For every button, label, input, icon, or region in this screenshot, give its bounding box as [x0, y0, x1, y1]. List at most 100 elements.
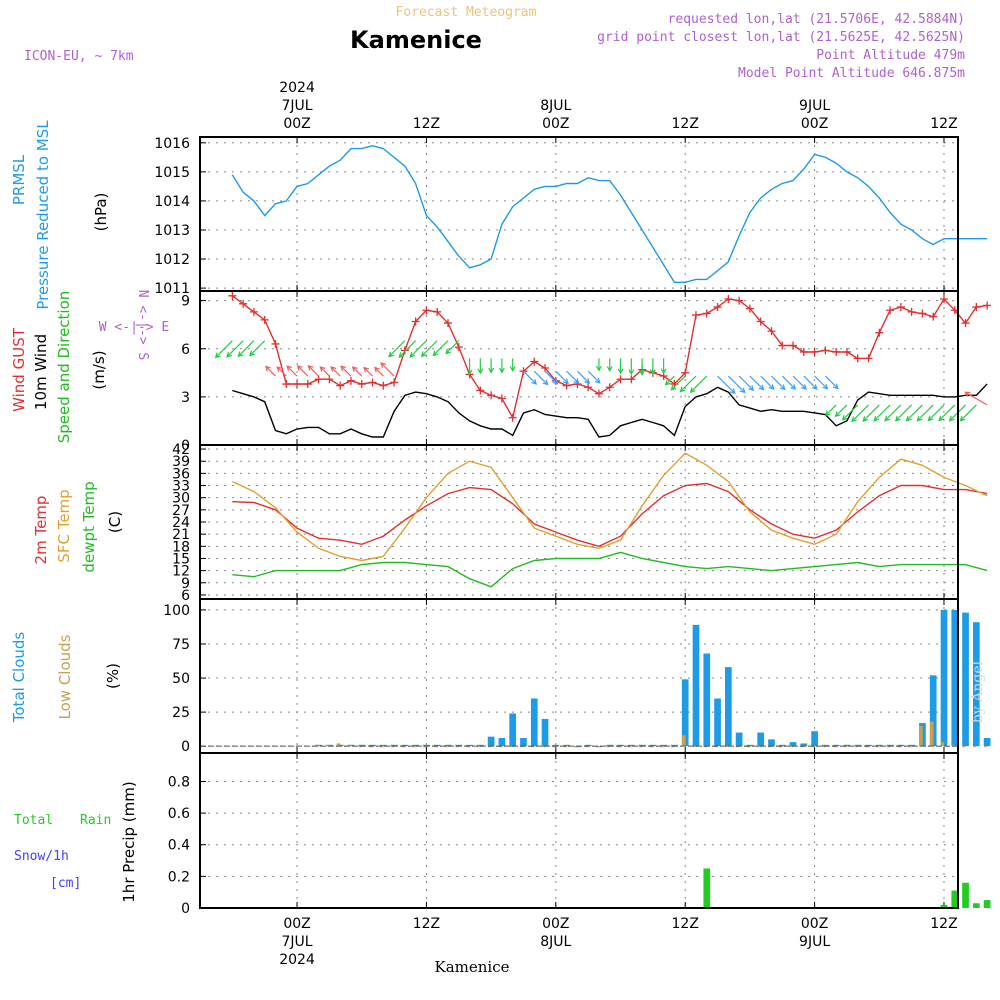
bar-total-clouds: [412, 744, 419, 747]
gust-point: [390, 378, 399, 387]
bar-total-clouds: [714, 698, 721, 747]
top-time-label: 2024: [279, 80, 315, 96]
bar-total-clouds: [487, 736, 495, 747]
y-tick-label: 30: [172, 491, 190, 507]
wind-arrow: [916, 404, 934, 422]
bar-low-clouds: [541, 746, 546, 748]
wind-arrow: [792, 375, 807, 390]
gust-point: [519, 367, 528, 376]
point-altitude: Point Altitude 479m: [816, 48, 965, 63]
gust-point: [314, 375, 323, 384]
y-tick-label: 1016: [154, 136, 190, 152]
y-tick-label: 33: [172, 479, 190, 495]
wind-arrow: [523, 370, 538, 385]
wind-arrow: [566, 370, 580, 384]
gust-point: [443, 319, 452, 328]
y-tick-label: 39: [172, 454, 190, 470]
gust-point: [918, 309, 927, 318]
bar-total-clouds: [476, 744, 484, 747]
gust-point: [961, 319, 970, 328]
gust-point: [346, 376, 355, 385]
wind-arrow: [398, 340, 417, 359]
gust-point: [336, 381, 345, 390]
bar-total-clouds: [433, 744, 441, 747]
wind-arrow: [905, 404, 923, 422]
gust-point: [325, 375, 334, 384]
bar-total-clouds: [800, 743, 808, 747]
wind-arrow: [509, 358, 516, 373]
top-time-label: 12Z: [930, 116, 957, 132]
wind-arrow: [340, 365, 352, 377]
wind-speed-dir-label: Speed and Direction: [55, 291, 73, 444]
gust-point: [864, 354, 873, 363]
gust-point: [249, 307, 258, 316]
gust-point: [778, 341, 787, 350]
wind-arrow: [380, 362, 395, 377]
series-dewpt-temp: [232, 551, 988, 588]
gust-point: [832, 347, 841, 356]
bar-low-clouds: [972, 746, 977, 748]
wind-arrow: [938, 404, 956, 422]
bar-total-clouds: [940, 609, 948, 747]
wind-arrow: [803, 375, 818, 390]
y-tick-label: 6: [181, 588, 190, 604]
wind-unit: (m/s): [90, 350, 108, 389]
bottom-time-label: 9JUL: [799, 934, 830, 950]
bar-total-clouds: [983, 738, 991, 747]
gust-point: [508, 413, 517, 422]
gust-point: [476, 386, 485, 395]
wind-arrow: [639, 358, 646, 377]
dewpt-label: dewpt Temp: [80, 481, 98, 572]
bar-low-clouds: [940, 742, 945, 747]
top-time-label: 12Z: [413, 116, 440, 132]
bar-total-clouds: [401, 744, 409, 747]
bottom-time-label: 12Z: [413, 916, 440, 932]
wind10-label: 10m Wind: [32, 334, 50, 410]
bar-total-clouds: [865, 744, 872, 747]
bottom-time-label: 8JUL: [540, 934, 571, 950]
gust-point: [907, 307, 916, 316]
prmsl-label: PRMSL: [10, 154, 28, 205]
bar-total-clouds: [423, 744, 430, 747]
wind-arrow: [488, 358, 495, 374]
wind-arrow: [307, 364, 320, 377]
y-tick-label: 1011: [154, 281, 190, 297]
bar-total-clouds: [972, 622, 980, 747]
wind-arrow: [226, 340, 244, 358]
low-clouds-label: Low Clouds: [56, 634, 74, 719]
bar-total-rain: [703, 868, 711, 908]
gust-point: [379, 381, 388, 390]
bar-total-clouds: [455, 744, 463, 747]
clouds-unit: (%): [104, 663, 122, 689]
gust-point: [357, 380, 366, 389]
y-tick-label: 25: [172, 705, 190, 721]
wind-arrow: [555, 370, 569, 385]
bar-total-clouds: [552, 744, 560, 747]
bar-total-clouds: [832, 744, 840, 747]
wind-gust-label: Wind GUST: [10, 327, 28, 412]
y-tick-label: 0.2: [168, 869, 190, 885]
bar-total-clouds: [379, 744, 387, 747]
wind-arrow: [679, 375, 697, 393]
bar-total-clouds: [778, 744, 786, 747]
wind-arrow: [628, 358, 635, 376]
wind-arrow: [587, 370, 601, 384]
bar-total-rain: [983, 900, 991, 908]
bar-total-clouds: [951, 609, 959, 747]
pressure-unit: (hPa): [92, 193, 110, 232]
gust-point: [756, 317, 765, 326]
wind-arrow: [749, 375, 765, 391]
bar-total-clouds: [617, 744, 624, 747]
bar-low-clouds: [908, 746, 912, 748]
wind-arrow: [596, 358, 602, 372]
bar-low-clouds: [412, 746, 416, 748]
gust-point: [433, 307, 442, 316]
panel-0: 1011 1012 1013 1014 1015 1016: [154, 136, 988, 297]
bar-total-clouds: [509, 713, 517, 747]
wind-arrow: [873, 404, 891, 422]
total-rain-label-total: Total: [14, 813, 53, 828]
gust-point: [422, 306, 431, 315]
bar-total-clouds: [649, 744, 657, 747]
gust-point: [293, 380, 302, 389]
